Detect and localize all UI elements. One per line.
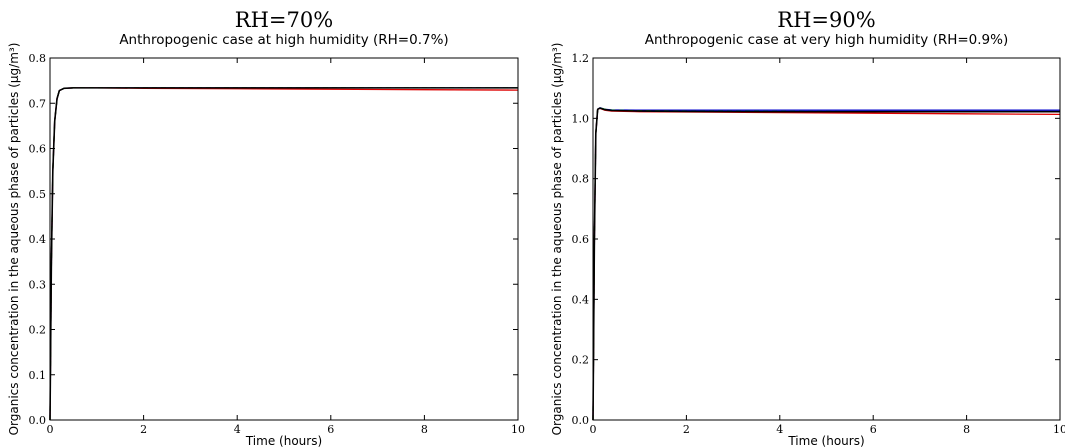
x-tick-label: 4 [776,423,783,436]
series-line-2 [592,107,1061,421]
series-line-1 [49,87,518,421]
y-tick-label: 0.3 [29,278,47,291]
x-tick-label: 6 [870,423,877,436]
panel-2-header: RH=90% Anthropogenic case at very high h… [593,8,1060,48]
x-axis-label: Time (hours) [245,434,322,447]
y-tick-label: 0.4 [572,293,590,306]
y-axis-label: Organics concentration in the aqueous ph… [7,43,21,436]
series-line-4 [592,107,1060,421]
y-tick-label: 0.0 [572,414,590,427]
y-tick-label: 1.0 [572,112,590,125]
y-tick-label: 0.6 [29,143,47,156]
y-tick-label: 0.2 [572,354,590,367]
y-axis-label: Organics concentration in the aqueous ph… [550,43,564,436]
y-tick-label: 0.5 [29,188,47,201]
x-tick-label: 2 [140,423,147,436]
x-tick-label: 8 [421,423,428,436]
x-tick-label: 10 [511,423,525,436]
y-tick-label: 0.4 [29,233,47,246]
panel-1-header: RH=70% Anthropogenic case at high humidi… [50,8,518,48]
y-tick-label: 0.8 [29,52,47,65]
panel-2-title: RH=90% [777,8,876,32]
y-tick-label: 0.2 [29,324,47,337]
x-tick-label: 4 [234,423,241,436]
y-tick-label: 0.8 [572,173,590,186]
panel-1-subtitle: Anthropogenic case at high humidity (RH=… [119,32,449,48]
x-tick-label: 6 [327,423,334,436]
y-tick-label: 0.1 [29,369,47,382]
panel-1-title: RH=70% [234,8,334,32]
x-tick-label: 2 [683,423,690,436]
y-tick-label: 0.7 [29,97,47,110]
y-tick-label: 1.2 [572,52,590,65]
x-tick-label: 10 [1053,423,1065,436]
series-line-3 [592,107,1060,421]
chart-panel-rh90: 0 2 4 6 8 10 0.0 0.2 0.4 0.6 0.8 1.0 1.2 Time (hours)… [550,43,1065,447]
plot-frame [49,57,519,421]
chart-panel-rh70: 0 2 4 6 8 10 0.0 0.1 0.2 0.3 0.4 0.5 0.6 0.7 0.8 Time (… [7,43,525,447]
series-line-4 [49,87,518,421]
series-line-2 [49,87,519,421]
y-tick-label: 0.0 [29,414,47,427]
series-line-3 [49,87,518,421]
y-tick-label: 0.6 [572,233,590,246]
x-axis-label: Time (hours) [787,434,864,447]
panel-2-subtitle: Anthropogenic case at very high humidity… [644,32,1009,48]
x-tick-label: 0 [47,423,54,436]
series-line-1 [592,107,1060,421]
x-tick-label: 0 [590,423,597,436]
x-tick-label: 8 [963,423,970,436]
